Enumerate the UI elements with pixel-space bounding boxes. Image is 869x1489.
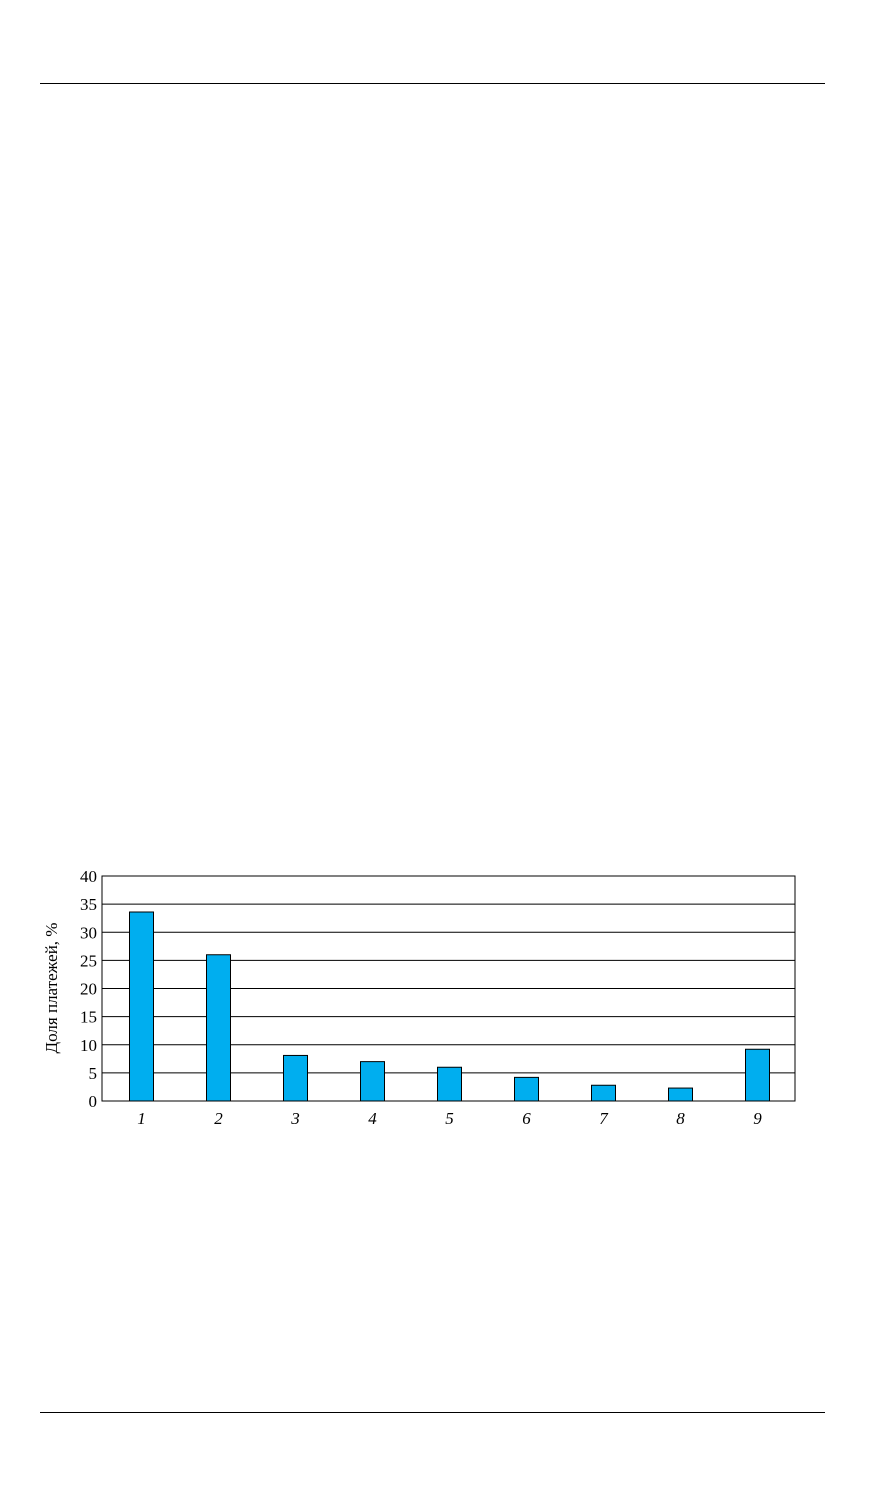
y-tick-label: 20 xyxy=(80,980,97,999)
bar-7 xyxy=(591,1084,616,1102)
bar-2 xyxy=(206,954,231,1102)
x-tick-label: 4 xyxy=(368,1109,377,1128)
y-tick-label: 0 xyxy=(89,1092,98,1111)
bar-5 xyxy=(437,1066,462,1102)
bar-9 xyxy=(745,1048,770,1102)
bar-8 xyxy=(668,1087,693,1102)
header-rule xyxy=(40,83,825,84)
y-tick-label: 30 xyxy=(80,923,97,942)
y-axis-label: Доля платежей, % xyxy=(42,923,61,1054)
y-tick-label: 5 xyxy=(89,1064,98,1083)
y-tick-label: 25 xyxy=(80,951,97,970)
x-tick-label: 7 xyxy=(599,1109,609,1128)
x-tick-label: 6 xyxy=(522,1109,531,1128)
y-tick-label: 40 xyxy=(80,867,97,886)
x-tick-label: 1 xyxy=(137,1109,146,1128)
x-tick-label: 9 xyxy=(753,1109,762,1128)
y-tick-label: 10 xyxy=(80,1036,97,1055)
bar-4 xyxy=(360,1061,385,1102)
bar-chart: Доля платежей, % 0 5 10 15 20 25 30 35 40 1 2 3 4 5 6 7… xyxy=(42,867,796,1128)
y-tick-label: 15 xyxy=(80,1008,97,1027)
y-tick-label: 35 xyxy=(80,895,97,914)
x-tick-label: 5 xyxy=(445,1109,454,1128)
x-tick-label: 3 xyxy=(290,1109,300,1128)
bar-3 xyxy=(283,1054,308,1102)
bar-1 xyxy=(129,911,154,1102)
footer-rule xyxy=(40,1412,825,1413)
x-tick-label: 8 xyxy=(676,1109,685,1128)
bar-6 xyxy=(514,1076,539,1102)
x-tick-label: 2 xyxy=(214,1109,223,1128)
